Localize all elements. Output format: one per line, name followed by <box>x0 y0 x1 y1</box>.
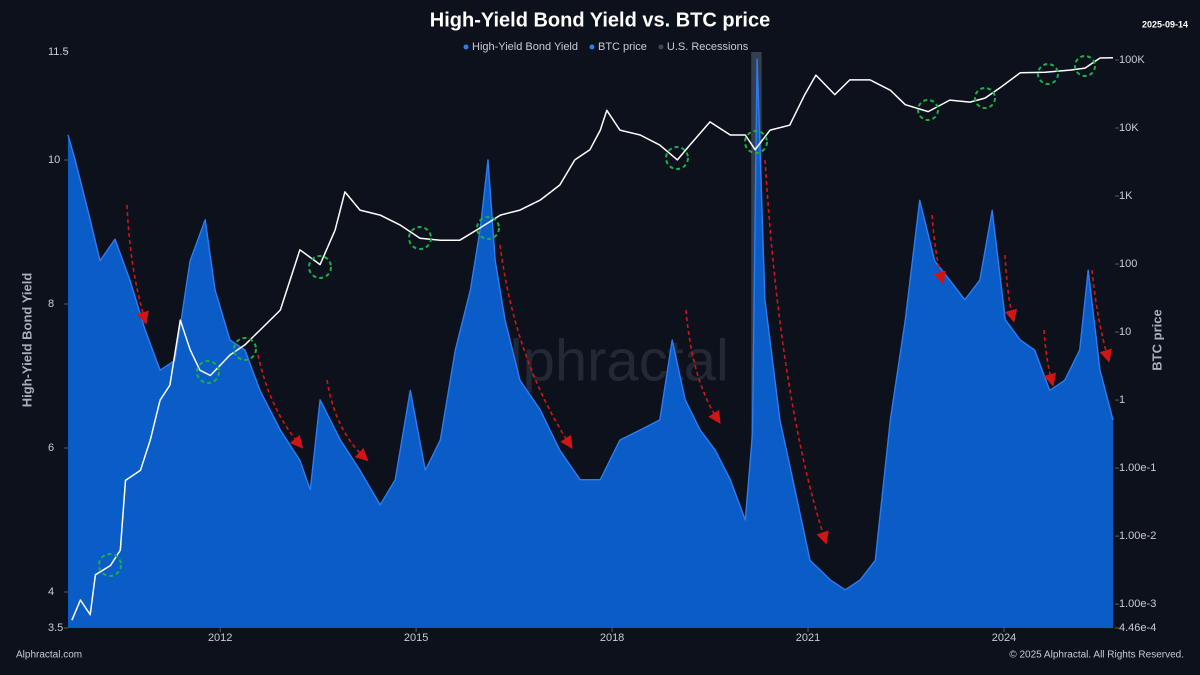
legend-label: High-Yield Bond Yield <box>472 41 578 53</box>
y2-tick-label: 1.00e-2 <box>1119 530 1156 542</box>
area <box>68 59 1113 628</box>
chart-title: High-Yield Bond Yield vs. BTC price <box>430 9 770 31</box>
y2-tick-label: 4.46e-4 <box>1119 622 1156 634</box>
highlight-circle <box>408 226 432 250</box>
trend-arrow <box>1043 329 1057 387</box>
legend: High-Yield Bond Yield BTC price U.S. Reces… <box>463 41 749 53</box>
highlight-circle <box>476 216 500 240</box>
legend-swatch <box>463 44 469 50</box>
highlight-circle <box>974 87 996 109</box>
legend-label: BTC price <box>598 41 647 53</box>
annotations <box>98 55 1112 577</box>
line <box>71 56 1114 621</box>
legend-swatch <box>589 44 595 50</box>
trend-arrow <box>257 354 304 449</box>
y-axis-title: High-Yield Bond Yield <box>19 273 34 408</box>
plot-area <box>64 51 1119 632</box>
y-tick-label: 11.5 <box>48 46 69 58</box>
x-tick-label: 2021 <box>796 632 820 644</box>
x-tick-label: 2012 <box>208 632 232 644</box>
line <box>67 58 1114 591</box>
highlight-circle <box>917 99 939 121</box>
y2-tick-label: 10 <box>1119 326 1131 338</box>
y2-tick-label: 100K <box>1119 54 1145 66</box>
y2-tick-label: 1K <box>1119 190 1133 202</box>
footer-left: Alphractal.com <box>16 650 82 661</box>
y2-axis-title: BTC price <box>1149 309 1164 370</box>
y2-tick-label: 1.00e-1 <box>1119 462 1156 474</box>
trend-arrow <box>685 309 721 425</box>
trend-arrow <box>931 214 947 285</box>
highlight-circle <box>308 255 332 279</box>
y2-tick-label: 10K <box>1119 122 1139 134</box>
highlight-circle <box>233 337 257 361</box>
footer-right: © 2025 Alphractal. All Rights Reserved. <box>1009 650 1184 661</box>
highlight-circle <box>196 360 220 384</box>
y2-tick-label: 1.00e-3 <box>1119 598 1156 610</box>
highlight-circle <box>665 146 689 170</box>
y-tick-label: 8 <box>48 298 54 310</box>
x-tick-label: 2018 <box>600 632 624 644</box>
highlight-circle <box>1074 55 1096 77</box>
y-tick-label: 3.5 <box>48 622 63 634</box>
highlight-circle <box>744 130 768 154</box>
x-tick-label: 2024 <box>992 632 1016 644</box>
date-label: 2025-09-14 <box>1142 19 1188 29</box>
y2-tick-label: 1 <box>1119 394 1125 406</box>
y-tick-label: 4 <box>48 586 54 598</box>
x-tick-label: 2015 <box>404 632 428 644</box>
trend-arrow <box>1004 254 1018 323</box>
legend-label: U.S. Recessions <box>667 41 749 53</box>
y-tick-label: 10 <box>48 154 60 166</box>
trend-arrow <box>1091 269 1112 363</box>
y2-tick-label: 100 <box>1119 258 1137 270</box>
trend-arrow <box>126 204 149 325</box>
trend-arrow <box>326 379 369 462</box>
highlight-circle <box>1037 63 1059 85</box>
highlight-circle <box>98 553 122 577</box>
trend-arrow <box>764 159 829 545</box>
y-tick-label: 6 <box>48 442 54 454</box>
legend-swatch <box>658 44 664 50</box>
